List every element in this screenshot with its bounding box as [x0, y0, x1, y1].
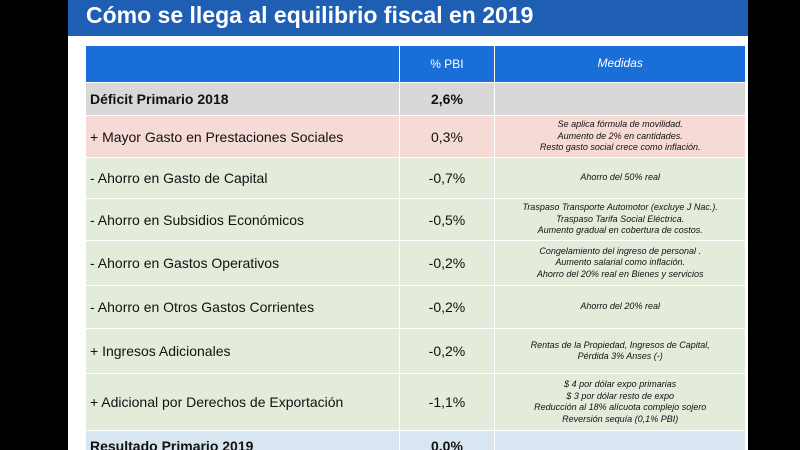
measure-line: Ahorro del 50% real — [580, 172, 660, 183]
row-measures: Ahorro del 50% real — [494, 158, 745, 198]
row-measures: Ahorro del 20% real — [494, 286, 745, 328]
row-pbi: 2,6% — [398, 83, 495, 115]
measure-line: Traspaso Tarifa Social Eléctrica. — [556, 213, 685, 224]
table-row: + Mayor Gasto en Prestaciones Sociales 0… — [86, 115, 745, 157]
row-concept: - Ahorro en Subsidios Económicos — [90, 211, 304, 228]
measure-line: Reducción al 18% alícuota complejo sojer… — [534, 402, 707, 412]
row-concept: Resultado Primario 2019 — [90, 438, 254, 450]
measure-line: Congelamiento del ingreso de personal . — [539, 245, 701, 256]
row-measures: Traspaso Transporte Automotor (excluye J… — [494, 199, 745, 240]
fiscal-table: % PBI Medidas Déficit Primario 2018 2,6%… — [86, 46, 745, 450]
measure-line: $ 4 por dólar expo primarias — [564, 379, 677, 389]
table-row: - Ahorro en Otros Gastos Corrientes -0,2… — [86, 285, 745, 328]
row-concept: Déficit Primario 2018 — [90, 91, 229, 107]
measure-line: Aumento gradual en cobertura de costos. — [537, 225, 703, 236]
measure-line: Pérdida 3% Anses (-) — [577, 351, 663, 361]
row-pbi: 0,3% — [398, 116, 495, 157]
row-pbi: -0,2% — [398, 329, 495, 373]
table-row: Resultado Primario 2019 0,0% — [86, 430, 745, 450]
table-row: - Ahorro en Gasto de Capital -0,7% Ahorr… — [86, 157, 745, 198]
row-measures: Se aplica fórmula de movilidad. Aumento … — [494, 116, 745, 157]
row-measures: Rentas de la Propiedad, Ingresos de Capi… — [494, 329, 745, 373]
row-pbi: -0,7% — [398, 158, 495, 198]
slide: Cómo se llega al equilibrio fiscal en 20… — [68, 0, 748, 450]
measure-line: Rentas de la Propiedad, Ingresos de Capi… — [530, 339, 710, 350]
table-row: - Ahorro en Subsidios Económicos -0,5% T… — [86, 198, 745, 240]
row-pbi: -1,1% — [398, 374, 495, 430]
table-row: - Ahorro en Gastos Operativos -0,2% Cong… — [86, 240, 745, 285]
row-concept: + Ingresos Adicionales — [90, 343, 231, 359]
row-concept: + Adicional por Derechos de Exportación — [90, 394, 344, 410]
measure-line: Aumento salarial como inflación. — [555, 257, 685, 268]
row-measures — [494, 431, 745, 450]
row-concept: - Ahorro en Otros Gastos Corrientes — [90, 299, 315, 315]
table-header: % PBI Medidas — [86, 46, 745, 82]
row-concept: - Ahorro en Gastos Operativos — [90, 255, 280, 271]
measure-line: Ahorro del 20% real en Bienes y servicio… — [536, 268, 704, 279]
table-row: Déficit Primario 2018 2,6% — [86, 82, 745, 115]
row-pbi: -0,2% — [398, 286, 495, 328]
measure-line: Resto gasto social crece como inflación. — [539, 142, 701, 153]
header-pbi: % PBI — [398, 46, 495, 82]
header-medidas: Medidas — [494, 46, 745, 82]
row-concept: + Mayor Gasto en Prestaciones Sociales — [90, 128, 344, 145]
slide-title: Cómo se llega al equilibrio fiscal en 20… — [86, 2, 534, 28]
measure-line: Ahorro del 20% real — [580, 301, 660, 312]
measure-line: Aumento de 2% en cantidades. — [557, 130, 683, 141]
row-pbi: -0,2% — [398, 241, 495, 285]
table-row: + Adicional por Derechos de Exportación … — [86, 373, 745, 430]
measure-line: Reversión sequía (0,1% PBI) — [562, 413, 679, 424]
row-pbi: -0,5% — [398, 199, 495, 240]
measure-line: Se aplica fórmula de movilidad. — [557, 119, 683, 130]
row-measures: Congelamiento del ingreso de personal . … — [494, 241, 745, 285]
row-measures — [494, 83, 745, 115]
title-bar: Cómo se llega al equilibrio fiscal en 20… — [68, 0, 748, 36]
header-concept — [86, 46, 399, 82]
measure-line: Traspaso Transporte Automotor (excluye J… — [522, 202, 718, 213]
measure-line: $ 3 por dólar resto de expo — [566, 390, 674, 401]
row-pbi: 0,0% — [398, 431, 495, 450]
row-measures: $ 4 por dólar expo primarias $ 3 por dól… — [494, 374, 745, 430]
table-row: + Ingresos Adicionales -0,2% Rentas de l… — [86, 328, 745, 373]
row-concept: - Ahorro en Gasto de Capital — [90, 170, 268, 186]
